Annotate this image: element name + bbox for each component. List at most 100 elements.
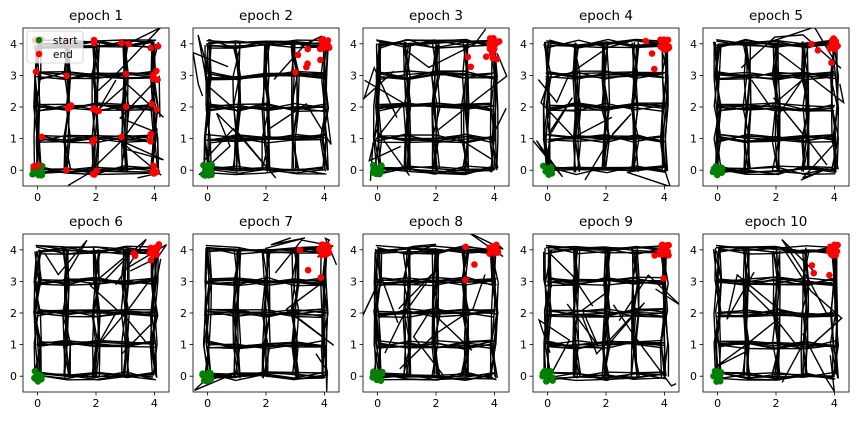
y-tick-label: 4 xyxy=(350,244,357,257)
subplot-title: epoch 9 xyxy=(579,214,633,230)
end-point xyxy=(828,42,836,50)
end-point xyxy=(147,256,155,264)
trajectory-v xyxy=(774,42,781,171)
x-tick-label: 0 xyxy=(204,191,211,204)
trajectory-v xyxy=(152,41,159,169)
trajectory-lines xyxy=(713,28,845,181)
trajectory-h xyxy=(377,102,493,110)
trajectory-outlier xyxy=(264,237,306,250)
trajectory-outlier xyxy=(537,318,571,377)
trajectory-h xyxy=(715,311,834,318)
trajectory-outlier xyxy=(121,243,168,272)
x-tick-label: 2 xyxy=(263,397,270,410)
trajectory-v xyxy=(91,251,101,377)
end-point xyxy=(147,130,155,138)
y-tick-label: 3 xyxy=(520,275,527,288)
trajectory-outlier xyxy=(96,276,153,348)
end-points xyxy=(464,35,503,71)
trajectory-v xyxy=(322,249,329,376)
subplot-9: 0 2 4 0 1 2 3 4 epoch 9 xyxy=(520,214,680,410)
end-point xyxy=(118,39,125,47)
subplot-title: epoch 8 xyxy=(409,214,463,230)
subplot-6: 0 2 4 0 1 2 3 4 epoch 6 xyxy=(10,214,170,410)
plot-area xyxy=(194,236,338,392)
trajectory-h xyxy=(717,245,835,253)
end-point xyxy=(467,63,475,71)
start-point xyxy=(370,368,377,375)
end-point xyxy=(93,167,100,175)
plot-area xyxy=(363,234,504,384)
end-points xyxy=(462,241,502,284)
end-point xyxy=(651,65,658,73)
y-tick-label: 1 xyxy=(10,133,17,146)
trajectory-outlier xyxy=(800,142,836,181)
x-tick-label: 0 xyxy=(34,191,41,204)
legend-marker xyxy=(35,50,43,58)
end-point xyxy=(665,252,672,259)
x-tick-label: 4 xyxy=(831,397,838,410)
trajectory-outlier xyxy=(781,239,830,318)
trajectory-lines xyxy=(194,236,338,392)
trajectory-outlier xyxy=(98,79,164,118)
trajectory-v xyxy=(633,248,640,375)
end-point xyxy=(122,103,130,111)
start-point xyxy=(205,376,213,384)
y-tick-label: 2 xyxy=(10,101,17,114)
trajectory-h xyxy=(548,372,667,381)
trajectory-h xyxy=(718,165,837,171)
trajectory-outlier xyxy=(618,274,679,321)
trajectory-outlier xyxy=(285,283,335,346)
x-tick-label: 2 xyxy=(603,397,610,410)
trajectory-outlier xyxy=(457,107,507,161)
y-tick-label: 2 xyxy=(350,101,357,114)
start-point xyxy=(201,172,209,179)
legend-label: start xyxy=(53,35,77,47)
trajectory-h xyxy=(35,103,155,111)
trajectory-outlier xyxy=(402,28,487,69)
y-tick-label: 4 xyxy=(180,38,187,51)
end-point xyxy=(495,38,503,45)
end-point xyxy=(296,246,303,254)
trajectory-outlier xyxy=(469,234,504,258)
trajectory-h xyxy=(376,39,494,48)
trajectory-h xyxy=(718,245,836,252)
end-point xyxy=(154,42,162,50)
trajectory-outlier xyxy=(783,249,843,348)
trajectory-v xyxy=(461,250,470,378)
x-tick-label: 2 xyxy=(263,191,270,204)
trajectory-v xyxy=(802,248,808,377)
trajectory-outlier xyxy=(89,257,148,345)
trajectory-h xyxy=(546,245,664,255)
start-point xyxy=(369,374,377,381)
trajectory-h xyxy=(206,341,326,348)
y-tick-label: 3 xyxy=(690,275,697,288)
y-tick-label: 1 xyxy=(10,339,17,352)
end-point xyxy=(489,54,497,62)
end-point xyxy=(318,241,326,248)
trajectory-outlier xyxy=(197,34,238,113)
x-tick-label: 0 xyxy=(544,397,551,410)
y-tick-label: 1 xyxy=(520,339,527,352)
trajectory-v xyxy=(262,250,271,379)
trajectory-v xyxy=(663,42,669,172)
trajectory-v xyxy=(33,250,42,376)
end-point xyxy=(656,248,664,255)
start-point xyxy=(29,170,36,178)
trajectory-lines xyxy=(537,244,679,387)
y-tick-label: 2 xyxy=(690,101,697,114)
subplot-title: epoch 7 xyxy=(239,214,293,230)
trajectory-h xyxy=(717,75,833,80)
start-points xyxy=(710,367,725,385)
end-point xyxy=(63,166,70,174)
trajectory-h xyxy=(39,70,153,76)
trajectory-h xyxy=(549,310,663,316)
trajectory-v xyxy=(493,44,499,171)
start-point xyxy=(199,371,206,379)
y-tick-label: 3 xyxy=(180,275,187,288)
trajectory-h xyxy=(38,134,157,142)
end-point xyxy=(462,276,469,284)
trajectory-outlier xyxy=(118,139,164,176)
trajectory-v xyxy=(232,45,240,169)
end-points xyxy=(292,36,333,76)
